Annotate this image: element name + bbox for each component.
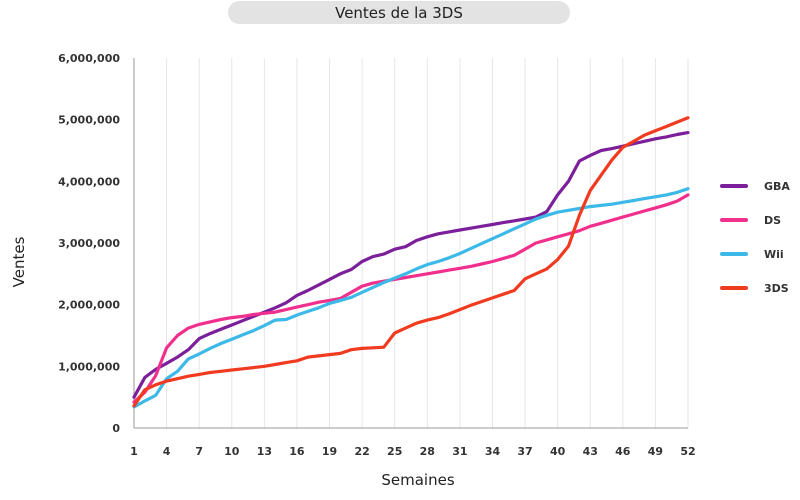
legend-label-wii: Wii [764, 248, 784, 261]
chart-title: Ventes de la 3DS [228, 1, 570, 24]
y-tick-labels: 0 1,000,000 2,000,000 3,000,000 4,000,000 5,0… [58, 52, 120, 435]
legend: GBA DS Wii 3DS [720, 180, 790, 295]
y-tick-label-4: 4,000,000 [58, 175, 120, 188]
axes [133, 58, 688, 429]
series-line-ds [132, 193, 690, 404]
series-line-3ds [132, 116, 690, 408]
x-tick-label-12: 37 [517, 445, 532, 458]
x-tick-label-4: 13 [257, 445, 272, 458]
grid-lines [133, 58, 689, 428]
x-tick-label-13: 40 [550, 445, 566, 458]
legend-label-ds: DS [764, 214, 781, 227]
x-tick-label-9: 28 [420, 445, 435, 458]
x-tick-label-11: 34 [485, 445, 501, 458]
series-line-gba [132, 131, 690, 399]
x-tick-label-5: 16 [289, 445, 305, 458]
x-tick-label-14: 43 [583, 445, 598, 458]
y-tick-label-6: 6,000,000 [58, 52, 120, 65]
x-tick-label-1: 4 [163, 445, 171, 458]
x-tick-label-10: 31 [452, 445, 467, 458]
series-lines [132, 116, 690, 409]
x-tick-label-7: 22 [354, 445, 369, 458]
legend-label-3ds: 3DS [764, 282, 789, 295]
chart-title-text: Ventes de la 3DS [335, 3, 463, 22]
x-tick-label-3: 10 [224, 445, 240, 458]
x-tick-label-6: 19 [322, 445, 337, 458]
y-tick-label-3: 3,000,000 [58, 237, 120, 250]
x-tick-label-0: 1 [130, 445, 138, 458]
x-tick-label-2: 7 [195, 445, 203, 458]
series-line-wii [132, 187, 690, 409]
y-tick-label-2: 2,000,000 [58, 299, 120, 312]
y-tick-label-0: 0 [112, 422, 120, 435]
y-tick-label-5: 5,000,000 [58, 114, 120, 127]
x-tick-labels: 1 4 7 10 13 16 19 22 25 28 31 34 37 40 43 46 49 52 [130, 445, 695, 458]
x-tick-label-17: 52 [680, 445, 695, 458]
y-axis-title: Ventes [10, 236, 28, 287]
y-tick-label-1: 1,000,000 [58, 360, 120, 373]
x-tick-label-15: 46 [615, 445, 631, 458]
legend-label-gba: GBA [764, 180, 790, 193]
x-tick-label-8: 25 [387, 445, 402, 458]
x-axis-title: Semaines [381, 471, 454, 489]
x-tick-label-16: 49 [648, 445, 663, 458]
